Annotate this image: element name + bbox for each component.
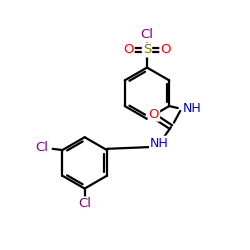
Text: NH: NH [183, 102, 202, 114]
Text: NH: NH [150, 137, 169, 150]
Text: O: O [160, 44, 171, 57]
Text: O: O [148, 108, 159, 120]
Text: S: S [143, 44, 151, 57]
Text: Cl: Cl [140, 28, 153, 41]
Text: Cl: Cl [78, 198, 91, 210]
Text: Cl: Cl [35, 141, 48, 154]
Text: O: O [123, 44, 134, 57]
